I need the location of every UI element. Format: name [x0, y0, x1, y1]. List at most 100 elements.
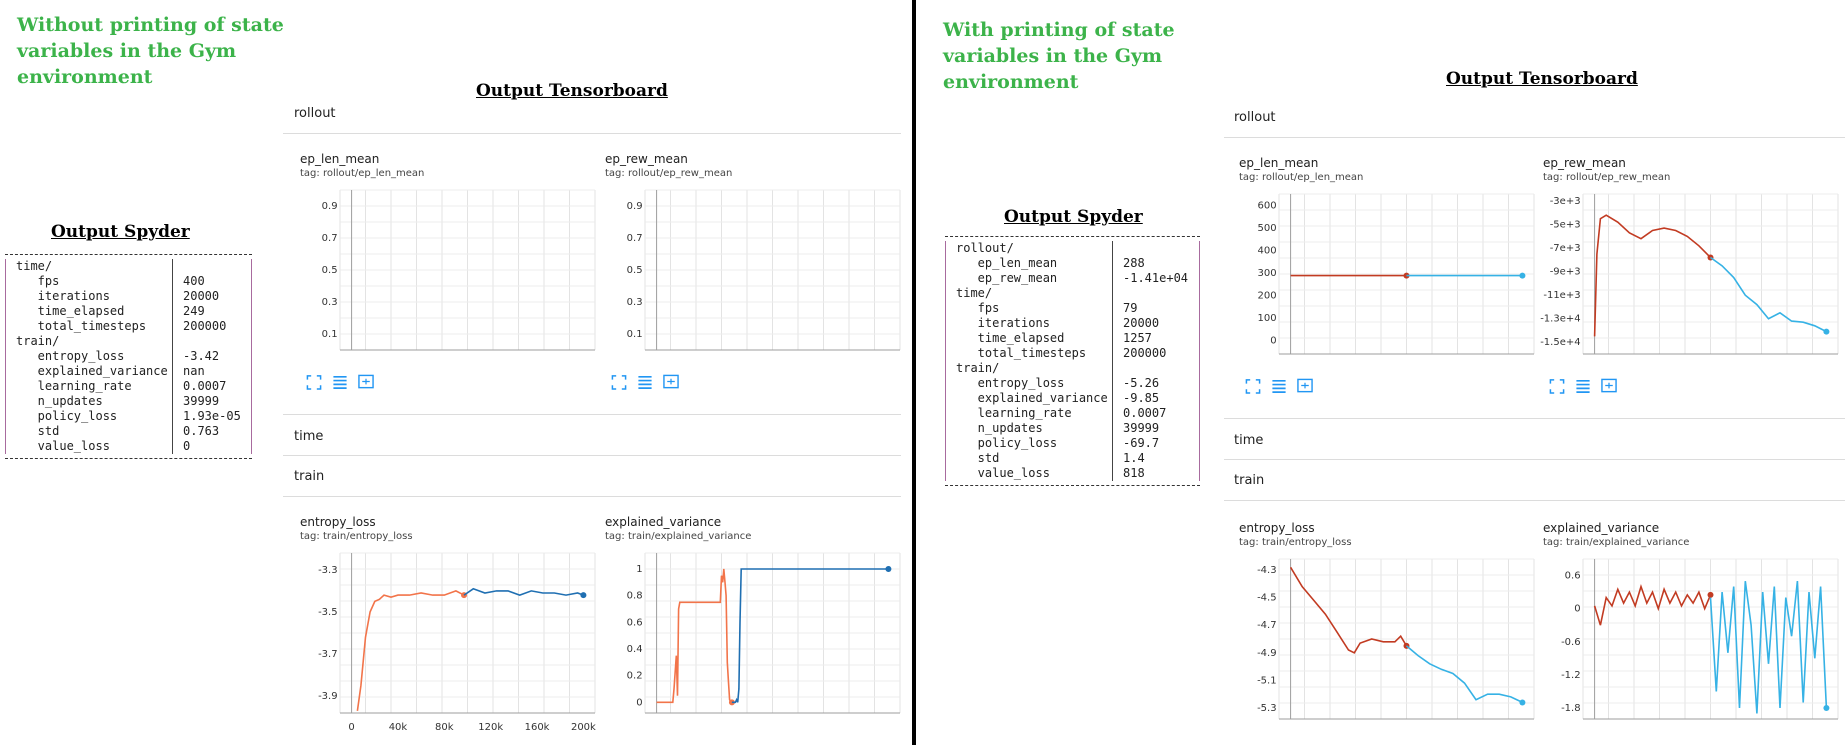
data-list-icon[interactable]	[331, 374, 349, 390]
right-heading: With printing of state variables in the …	[943, 19, 1175, 93]
chart-right-entropy-loss: -4.3 -4.5 -4.7 -4.9 -5.1 -5.3	[1257, 558, 1535, 720]
spyder-value: 400	[173, 274, 252, 289]
y-tick-label: -3.3	[318, 565, 338, 576]
spyder-key: total_timesteps	[5, 319, 173, 334]
spyder-row: fps 79	[945, 301, 1200, 316]
expand-icon[interactable]	[305, 374, 323, 390]
spyder-key: policy_loss	[945, 436, 1113, 451]
spyder-value: 200000	[1113, 346, 1200, 361]
spyder-key: learning_rate	[5, 379, 173, 394]
card-title: entropy_loss	[1239, 521, 1315, 535]
card-toolbar	[1548, 378, 1618, 394]
y-tick-label: 200	[1257, 290, 1276, 301]
fit-domain-icon[interactable]	[662, 374, 680, 390]
spyder-value: -1.41e+04	[1113, 271, 1200, 286]
expand-icon[interactable]	[1244, 378, 1262, 394]
spyder-row: value_loss 818	[945, 466, 1200, 481]
y-tick-label: -4.5	[1257, 593, 1277, 604]
right-section-time[interactable]: time	[1234, 433, 1264, 448]
spyder-row: train/	[945, 361, 1200, 376]
spyder-value: 818	[1113, 466, 1200, 481]
spyder-row: iterations 20000	[945, 316, 1200, 331]
spyder-row: value_loss 0	[5, 439, 252, 454]
card-title: entropy_loss	[300, 515, 376, 529]
series-line	[1593, 584, 1712, 626]
x-tick-label: 120k	[478, 722, 503, 733]
fit-domain-icon[interactable]	[1600, 378, 1618, 394]
spyder-key: explained_variance	[5, 364, 173, 379]
spyder-row: policy_loss -69.7	[945, 436, 1200, 451]
spyder-row: std 0.763	[5, 424, 252, 439]
left-spyder-title: Output Spyder	[51, 222, 190, 242]
y-tick-label: -3.5	[318, 607, 338, 618]
expand-icon[interactable]	[610, 374, 628, 390]
y-tick-label: 0.9	[627, 201, 643, 212]
spyder-key: time/	[945, 286, 1113, 301]
y-tick-label: 500	[1257, 223, 1276, 234]
y-tick-label: 0.1	[627, 329, 643, 340]
spyder-key: train/	[5, 334, 173, 349]
left-section-time[interactable]: time	[294, 429, 324, 444]
chart-right-explained-variance: 0.6 0 -0.6 -1.2 -1.8	[1561, 558, 1839, 720]
series-endpoint	[1519, 272, 1526, 279]
y-tick-label: -4.3	[1257, 565, 1277, 576]
y-tick-label: 600	[1257, 200, 1276, 211]
series-endpoint	[1707, 591, 1714, 598]
series-line	[731, 568, 889, 704]
y-tick-label: 0.3	[627, 297, 643, 308]
divider	[1224, 459, 1845, 460]
spyder-value	[1113, 241, 1200, 256]
y-tick-label: -5.3	[1257, 703, 1277, 714]
left-spyder-table: time/ fps 400 iterations 20000 time_elapse…	[5, 254, 252, 459]
fit-domain-icon[interactable]	[1296, 378, 1314, 394]
x-tick-label: 200k	[571, 722, 596, 733]
data-list-icon[interactable]	[636, 374, 654, 390]
divider	[283, 496, 901, 497]
divider	[1224, 418, 1845, 419]
divider	[283, 133, 901, 134]
card-tag: tag: rollout/ep_rew_mean	[1543, 172, 1671, 183]
card-tag: tag: rollout/ep_rew_mean	[605, 168, 733, 179]
panel-divider	[912, 0, 916, 745]
right-section-train[interactable]: train	[1234, 473, 1265, 488]
card-title: ep_rew_mean	[605, 152, 688, 166]
left-section-train[interactable]: train	[294, 469, 325, 484]
spyder-key: explained_variance	[945, 391, 1113, 406]
expand-icon[interactable]	[1548, 378, 1566, 394]
y-tick-label: -7e+3	[1550, 243, 1581, 254]
fit-domain-icon[interactable]	[357, 374, 375, 390]
x-tick-label: 0	[348, 722, 354, 733]
card-toolbar	[1244, 378, 1314, 394]
spyder-value: 0.0007	[173, 379, 252, 394]
right-spyder-table: rollout/ ep_len_mean 288 ep_rew_mean -1.41…	[945, 236, 1200, 486]
series-line	[1709, 580, 1828, 714]
spyder-key: time/	[5, 259, 173, 274]
spyder-key: entropy_loss	[945, 376, 1113, 391]
spyder-key: std	[945, 451, 1113, 466]
data-list-icon[interactable]	[1270, 378, 1288, 394]
y-tick-label: -1.3e+4	[1540, 314, 1580, 325]
spyder-value: 1.93e-05	[173, 409, 252, 424]
spyder-key: fps	[5, 274, 173, 289]
divider	[283, 414, 901, 415]
series-line	[1405, 645, 1523, 704]
chart-right-ep-rew-mean: -3e+3 -5e+3 -7e+3 -9e+3 -11e+3 -1.3e+4 -1.5e+4	[1540, 193, 1839, 355]
left-section-rollout[interactable]: rollout	[294, 106, 336, 121]
y-tick-label: -5.1	[1257, 675, 1277, 686]
right-section-rollout[interactable]: rollout	[1234, 110, 1276, 125]
y-tick-label: -1.8	[1561, 703, 1581, 714]
spyder-value: 200000	[173, 319, 252, 334]
spyder-value: -5.26	[1113, 376, 1200, 391]
spyder-value: 0	[173, 439, 252, 454]
y-tick-label: -4.9	[1257, 648, 1277, 659]
data-list-icon[interactable]	[1574, 378, 1592, 394]
chart-left-explained-variance: 0 0.2 0.4 0.6 0.8 1	[627, 552, 901, 714]
divider	[1224, 137, 1845, 138]
series-endpoint	[1519, 699, 1526, 706]
spyder-key: time_elapsed	[5, 304, 173, 319]
spyder-row: n_updates 39999	[5, 394, 252, 409]
series-endpoint	[1823, 704, 1830, 711]
spyder-row: std 1.4	[945, 451, 1200, 466]
series-endpoint	[885, 566, 892, 572]
spyder-row: time/	[945, 286, 1200, 301]
